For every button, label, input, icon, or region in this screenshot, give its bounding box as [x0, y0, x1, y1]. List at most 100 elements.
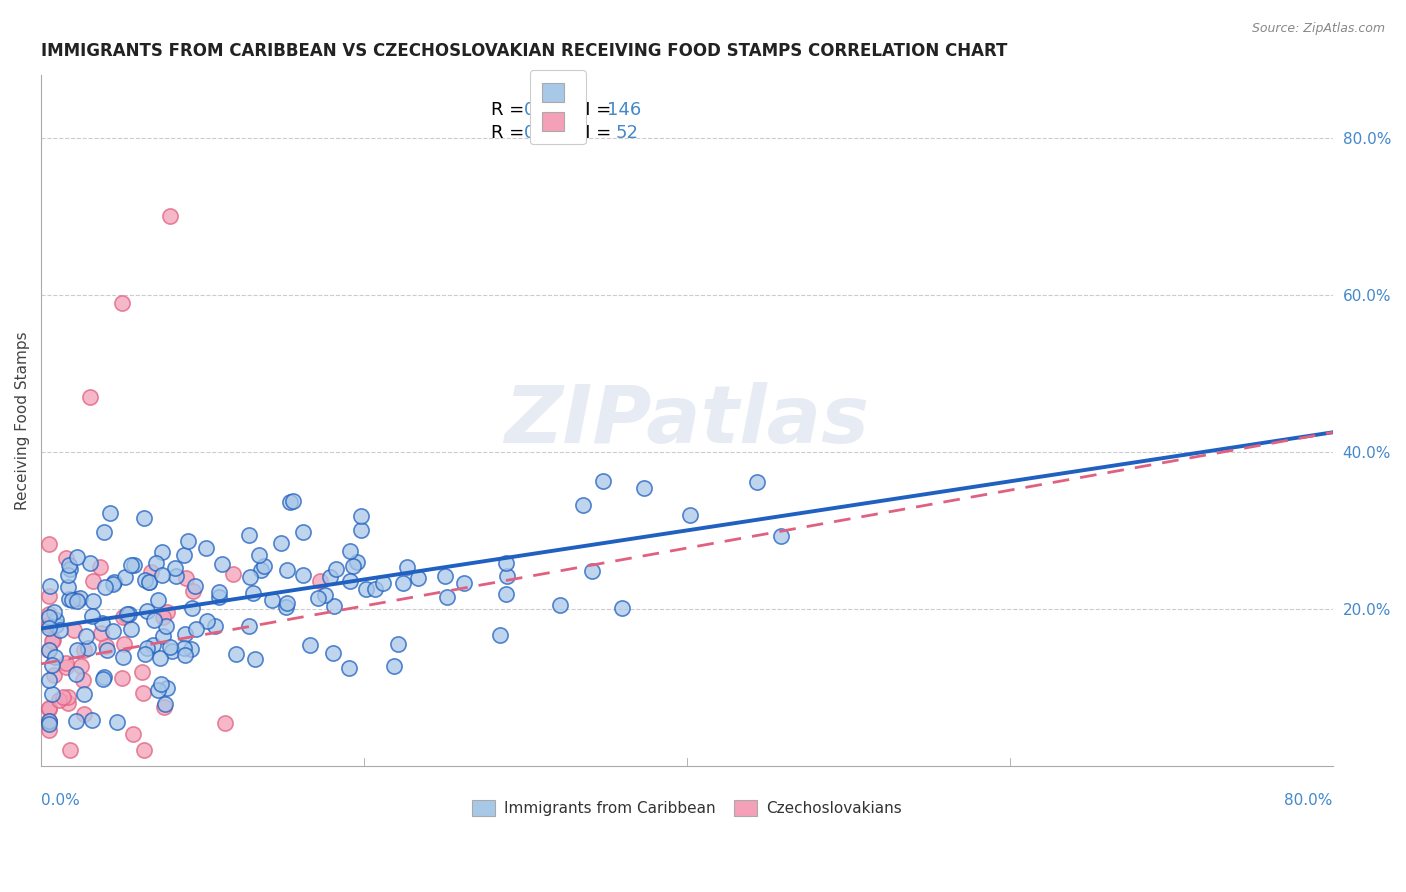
Point: [38, 714, 60, 728]
Point: [76, 640, 98, 655]
Point: [489, 628, 512, 642]
Point: [122, 727, 145, 741]
Point: [138, 575, 160, 590]
Text: 52: 52: [616, 124, 638, 142]
Point: [325, 562, 347, 576]
Point: [73, 707, 96, 722]
Point: [59, 562, 82, 576]
Point: [122, 558, 145, 573]
Point: [581, 564, 603, 578]
Point: [208, 590, 231, 604]
Point: [314, 588, 336, 602]
Point: [58, 580, 80, 594]
Point: [38, 723, 60, 737]
Legend: Immigrants from Caribbean, Czechoslovakians: Immigrants from Caribbean, Czechoslovaki…: [464, 792, 910, 824]
Point: [132, 686, 155, 700]
Point: [211, 558, 233, 572]
Point: [41, 688, 63, 702]
Point: [79, 556, 101, 570]
Point: [93, 670, 115, 684]
Point: [55, 657, 77, 671]
Point: [103, 574, 125, 589]
Point: [225, 647, 247, 661]
Point: [135, 604, 157, 618]
Point: [131, 665, 153, 679]
Point: [101, 576, 124, 591]
Point: [207, 585, 229, 599]
Point: [38, 714, 60, 729]
Text: 146: 146: [607, 101, 641, 119]
Point: [339, 660, 361, 674]
Point: [177, 534, 200, 549]
Point: [38, 607, 60, 621]
Point: [391, 576, 413, 591]
Point: [495, 557, 517, 571]
Point: [65, 714, 87, 728]
Point: [143, 613, 166, 627]
Text: IMMIGRANTS FROM CARIBBEAN VS CZECHOSLOVAKIAN RECEIVING FOOD STAMPS CORRELATION C: IMMIGRANTS FROM CARIBBEAN VS CZECHOSLOVA…: [41, 42, 1008, 60]
Point: [149, 650, 172, 665]
Point: [101, 624, 124, 638]
Point: [238, 528, 260, 542]
Point: [270, 536, 292, 550]
Point: [111, 295, 134, 310]
Point: [350, 509, 373, 524]
Point: [183, 583, 205, 598]
Point: [98, 506, 121, 520]
Point: [239, 569, 262, 583]
Point: [114, 570, 136, 584]
Point: [548, 598, 571, 612]
Point: [350, 523, 373, 537]
Point: [339, 544, 361, 558]
Point: [153, 700, 176, 714]
Point: [118, 607, 141, 622]
Point: [342, 558, 364, 573]
Point: [174, 648, 197, 662]
Point: [146, 593, 169, 607]
Point: [111, 609, 134, 624]
Point: [94, 580, 117, 594]
Point: [159, 640, 181, 655]
Point: [292, 567, 315, 582]
Point: [52, 690, 75, 705]
Point: [309, 574, 332, 589]
Point: [39, 579, 62, 593]
Point: [319, 570, 342, 584]
Point: [260, 593, 283, 607]
Point: [453, 575, 475, 590]
Point: [38, 621, 60, 635]
Point: [152, 610, 174, 624]
Text: 0.653: 0.653: [524, 101, 575, 119]
Point: [250, 563, 273, 577]
Point: [132, 743, 155, 757]
Point: [679, 508, 702, 522]
Point: [138, 574, 160, 589]
Point: [114, 637, 136, 651]
Point: [90, 625, 112, 640]
Point: [247, 548, 270, 562]
Point: [159, 210, 181, 224]
Point: [142, 638, 165, 652]
Point: [145, 556, 167, 570]
Point: [65, 591, 87, 606]
Point: [173, 627, 195, 641]
Point: [299, 638, 322, 652]
Point: [152, 629, 174, 643]
Point: [69, 591, 91, 606]
Point: [82, 594, 104, 608]
Point: [434, 569, 457, 583]
Point: [323, 599, 346, 613]
Point: [38, 702, 60, 716]
Text: Source: ZipAtlas.com: Source: ZipAtlas.com: [1251, 22, 1385, 36]
Point: [55, 551, 77, 566]
Point: [180, 641, 202, 656]
Point: [89, 560, 111, 574]
Text: R =: R =: [491, 101, 530, 119]
Point: [75, 629, 97, 643]
Point: [165, 561, 187, 575]
Point: [245, 652, 267, 666]
Point: [66, 643, 89, 657]
Point: [91, 672, 114, 686]
Point: [276, 563, 298, 577]
Point: [184, 622, 207, 636]
